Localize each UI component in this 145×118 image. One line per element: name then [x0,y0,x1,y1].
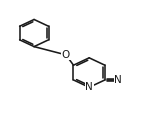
Text: N: N [114,75,122,85]
Text: N: N [85,82,93,92]
Text: O: O [62,50,70,60]
